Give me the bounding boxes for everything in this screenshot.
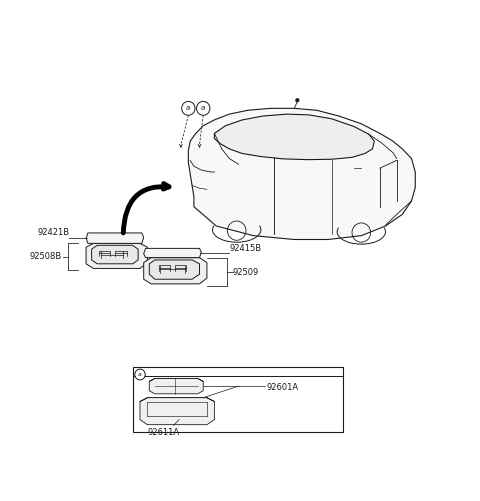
Polygon shape xyxy=(144,258,207,284)
Text: 92421B: 92421B xyxy=(37,228,69,237)
Text: 92415B: 92415B xyxy=(229,243,262,253)
Circle shape xyxy=(196,101,210,115)
Text: a: a xyxy=(138,372,142,377)
Polygon shape xyxy=(149,260,200,279)
Circle shape xyxy=(296,98,299,102)
Polygon shape xyxy=(215,114,374,160)
Bar xyxy=(132,367,343,432)
Polygon shape xyxy=(140,398,215,425)
Polygon shape xyxy=(92,245,138,264)
Polygon shape xyxy=(149,378,203,394)
Polygon shape xyxy=(188,108,415,239)
Text: 92611A: 92611A xyxy=(147,428,180,437)
Circle shape xyxy=(181,101,195,115)
Polygon shape xyxy=(144,248,202,258)
Text: a: a xyxy=(201,105,205,111)
Text: 92509: 92509 xyxy=(233,268,259,277)
Text: 92508B: 92508B xyxy=(30,253,62,262)
Text: 92601A: 92601A xyxy=(266,383,299,392)
Polygon shape xyxy=(86,243,147,269)
Circle shape xyxy=(135,369,145,380)
Polygon shape xyxy=(86,233,144,243)
Text: a: a xyxy=(186,105,191,111)
